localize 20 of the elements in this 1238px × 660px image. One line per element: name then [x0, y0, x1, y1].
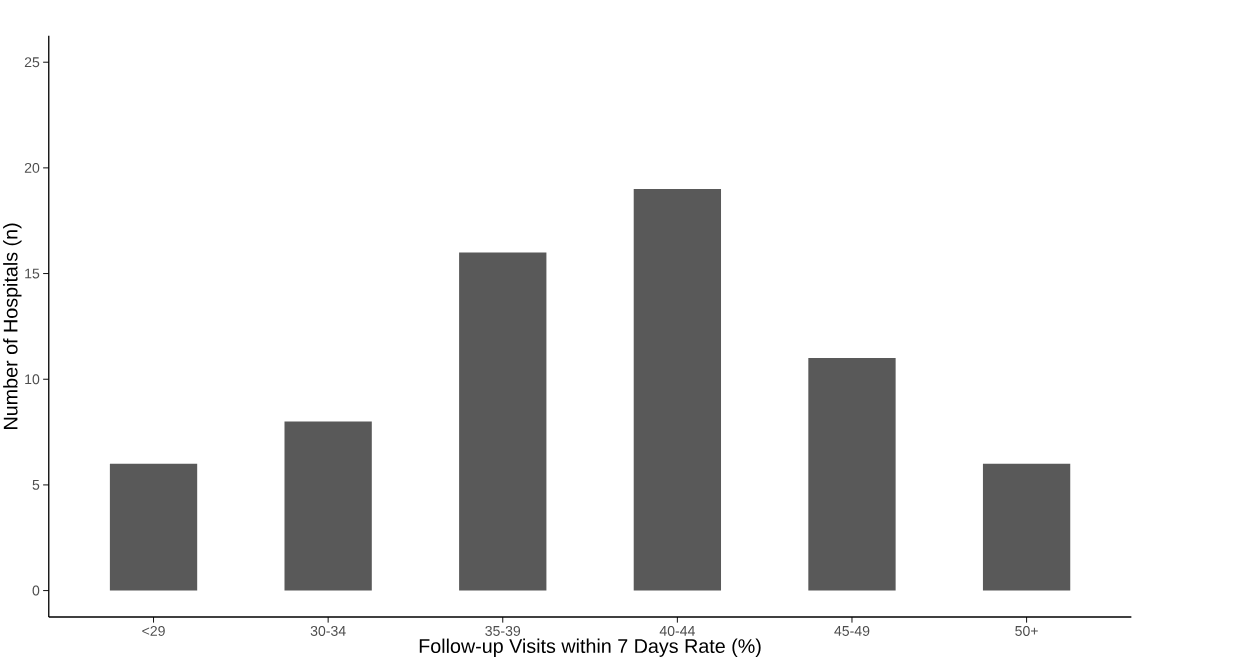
bar — [459, 252, 547, 591]
bar — [109, 463, 198, 591]
bar — [284, 421, 372, 591]
y-axis-title: Number of Hospitals (n) — [3, 223, 22, 429]
x-tick-label: 35-39 — [485, 625, 521, 636]
bar — [808, 358, 896, 591]
bar — [982, 463, 1071, 591]
x-tick-label: 45-49 — [834, 625, 870, 636]
y-tick-label: 5 — [32, 479, 40, 490]
x-axis-title: Follow-up Visits within 7 Days Rate (%) — [419, 638, 761, 657]
x-tick-label: 30-34 — [310, 625, 346, 636]
y-tick-label: 25 — [24, 57, 40, 68]
y-tick-label: 0 — [32, 585, 40, 596]
bar — [633, 188, 722, 591]
y-tick-label: 15 — [25, 268, 40, 279]
x-tick-label: 50+ — [1015, 625, 1038, 636]
x-tick-label: 40-44 — [659, 625, 695, 636]
y-tick-label: 20 — [24, 162, 40, 173]
y-tick-label: 10 — [25, 374, 40, 385]
x-tick-label: <29 — [142, 625, 165, 636]
